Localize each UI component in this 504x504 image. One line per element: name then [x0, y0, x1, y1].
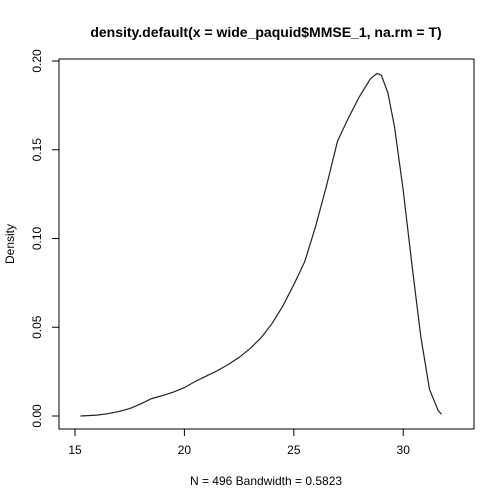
x-axis: 15 20 25 30 — [68, 428, 411, 457]
x-axis-label: N = 496 Bandwidth = 0.5823 — [190, 474, 342, 488]
x-tick-label: 30 — [397, 443, 411, 457]
y-tick-label: 0.00 — [30, 404, 44, 428]
y-tick-label: 0.10 — [30, 226, 44, 250]
x-tick-label: 15 — [68, 443, 82, 457]
y-tick-label: 0.05 — [30, 315, 44, 339]
density-curve — [80, 72, 442, 417]
chart-title: density.default(x = wide_paquid$MMSE_1, … — [90, 24, 441, 40]
y-axis-label: Density — [3, 224, 17, 264]
x-tick-label: 25 — [287, 443, 301, 457]
plot-frame — [58, 58, 475, 430]
y-tick-label: 0.15 — [30, 138, 44, 162]
y-axis: 0.00 0.05 0.10 0.15 0.20 — [30, 49, 60, 428]
y-tick-label: 0.20 — [30, 49, 44, 73]
x-tick-label: 20 — [178, 443, 192, 457]
